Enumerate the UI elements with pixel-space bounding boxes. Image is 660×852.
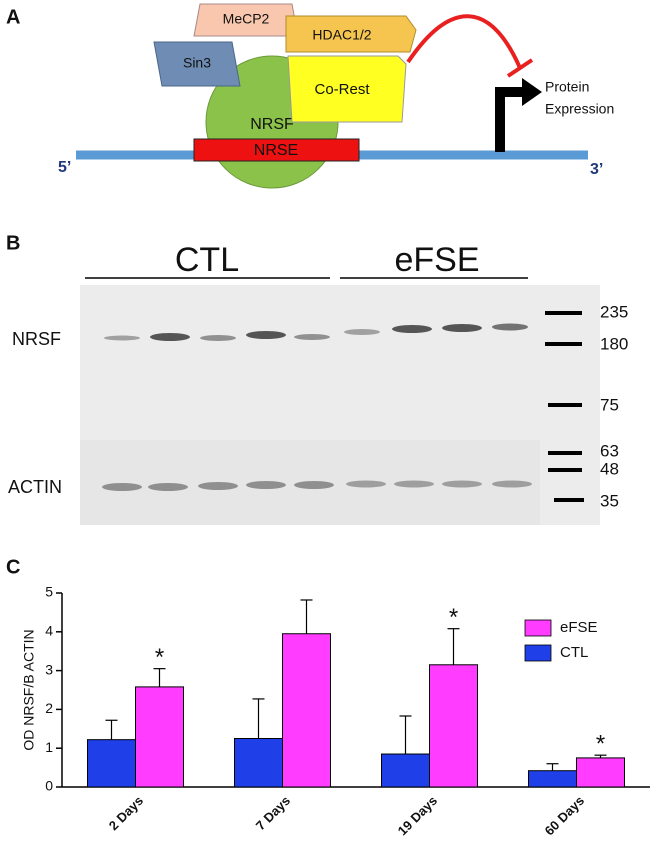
bar bbox=[576, 757, 625, 788]
panel-label: B bbox=[6, 232, 20, 254]
significance-mark: * bbox=[449, 604, 458, 631]
y-tick-label: 1 bbox=[45, 739, 53, 755]
nrse-element bbox=[193, 138, 360, 162]
promoter-arrowhead bbox=[522, 78, 542, 106]
output-line-1: Protein bbox=[545, 79, 589, 95]
significance-mark: * bbox=[596, 731, 605, 758]
legend-swatch bbox=[524, 644, 552, 662]
three-prime: 3’ bbox=[590, 161, 603, 178]
hdac-box bbox=[285, 15, 417, 53]
row-label: NRSF bbox=[12, 329, 61, 349]
x-tick-label: 2 Days bbox=[106, 793, 146, 833]
bands bbox=[102, 323, 532, 491]
marker-label: 48 bbox=[600, 459, 619, 478]
corest-box bbox=[287, 55, 407, 123]
bar bbox=[528, 770, 577, 788]
marker-label: 180 bbox=[600, 334, 628, 353]
row-label: ACTIN bbox=[8, 477, 62, 497]
y-tick-label: 4 bbox=[45, 623, 53, 639]
sin3-box bbox=[153, 41, 241, 87]
group-label: CTL bbox=[175, 241, 239, 279]
x-tick-label: 60 Days bbox=[542, 793, 587, 838]
x-tick-label: 19 Days bbox=[395, 793, 440, 838]
bar bbox=[381, 753, 430, 788]
y-tick-label: 5 bbox=[45, 584, 53, 600]
marker-label: 63 bbox=[600, 441, 619, 460]
repression-arrow bbox=[406, 14, 522, 69]
mecp2-label: MeCP2 bbox=[223, 11, 270, 27]
nrsf-label: NRSF bbox=[250, 116, 294, 133]
corest-label: Co-Rest bbox=[314, 81, 370, 98]
repression-bar bbox=[506, 58, 534, 78]
bar bbox=[234, 738, 283, 788]
y-tick-label: 0 bbox=[45, 778, 53, 794]
output-line-2: Expression bbox=[545, 101, 614, 117]
bar bbox=[429, 664, 478, 788]
panel-label: A bbox=[6, 6, 20, 28]
marker-label: 35 bbox=[600, 491, 619, 510]
significance-mark: * bbox=[155, 644, 164, 671]
promoter-arrow bbox=[495, 87, 525, 152]
sin3-label: Sin3 bbox=[183, 55, 211, 71]
group-label: eFSE bbox=[394, 241, 479, 279]
marker-label: 75 bbox=[600, 395, 619, 414]
bar bbox=[282, 633, 331, 788]
marker-ladder bbox=[545, 311, 584, 502]
panel-label: C bbox=[6, 556, 20, 578]
y-tick-label: 2 bbox=[45, 700, 53, 716]
legend-label: eFSE bbox=[560, 619, 598, 636]
x-tick-label: 7 Days bbox=[253, 793, 293, 833]
bar bbox=[87, 739, 136, 788]
y-axis-label: OD NRSF/B ACTIN bbox=[21, 629, 37, 750]
marker-label: 235 bbox=[600, 302, 628, 321]
y-tick-label: 3 bbox=[45, 661, 53, 677]
bar bbox=[135, 686, 184, 788]
legend-swatch bbox=[524, 619, 552, 637]
nrse-label: NRSE bbox=[254, 142, 298, 159]
hdac-label: HDAC1/2 bbox=[312, 27, 371, 43]
five-prime: 5’ bbox=[58, 159, 71, 176]
legend-label: CTL bbox=[560, 644, 588, 661]
